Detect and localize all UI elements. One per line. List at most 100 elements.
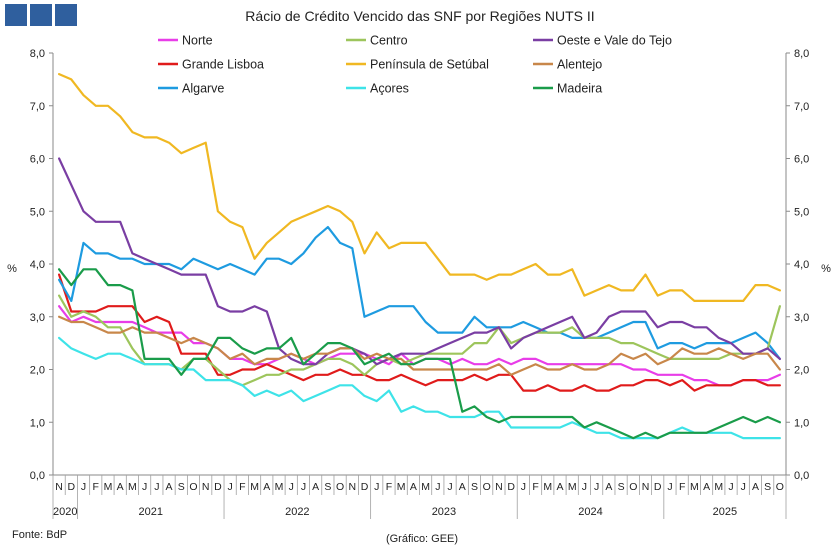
y-tick-label-right: 7,0 [794, 101, 809, 113]
source-note: Fonte: BdP [12, 529, 67, 541]
legend-entry: Norte [182, 34, 213, 48]
x-month-label: J [594, 481, 599, 493]
x-month-label: D [68, 481, 76, 493]
x-month-label: M [543, 481, 552, 493]
x-month-label: M [714, 481, 723, 493]
x-month-label: M [397, 481, 406, 493]
x-month-label: O [776, 481, 784, 493]
x-month-label: N [202, 481, 210, 493]
x-month-label: N [642, 481, 650, 493]
x-month-label: M [690, 481, 699, 493]
x-month-label: A [117, 481, 124, 493]
x-year-label: 2024 [578, 506, 602, 518]
y-tick-label-left: 4,0 [30, 259, 45, 271]
x-month-label: J [521, 481, 526, 493]
x-month-label: F [532, 481, 538, 493]
x-month-label: J [728, 481, 733, 493]
x-month-label: N [349, 481, 357, 493]
x-month-label: S [764, 481, 771, 493]
legend-entry: Centro [370, 34, 408, 48]
legend-entry: Península de Setúbal [370, 58, 489, 72]
y-tick-label-right: 5,0 [794, 206, 809, 218]
series-line-madeira [57, 268, 782, 440]
x-month-label: M [128, 481, 137, 493]
series-line-algarve [57, 226, 782, 360]
x-year-label: 2020 [53, 506, 77, 518]
x-month-label: J [435, 481, 440, 493]
logo-square-1 [5, 4, 27, 26]
y-tick-label-right: 2,0 [794, 365, 809, 377]
x-month-label: M [104, 481, 113, 493]
series-line-centro [57, 294, 782, 387]
y-tick-label-right: 1,0 [794, 417, 809, 429]
x-month-label: S [324, 481, 331, 493]
x-month-label: A [263, 481, 270, 493]
x-month-label: M [568, 481, 577, 493]
y-tick-label-left: 1,0 [30, 417, 45, 429]
legend-entry: Alentejo [557, 58, 602, 72]
y-axis-label-left: % [7, 263, 17, 275]
logo-square-2 [30, 4, 52, 26]
x-month-label: F [239, 481, 245, 493]
x-month-label: D [654, 481, 662, 493]
y-axis-label-right: % [821, 263, 831, 275]
series-line-grande-lisboa [57, 273, 782, 392]
x-month-label: A [752, 481, 759, 493]
x-month-label: F [679, 481, 685, 493]
x-month-label: J [582, 481, 587, 493]
axes: 0,0 0,0 1,0 1,0 2,0 2,0 3,0 3,0 4,0 4,0 5,0 5,0 6,0 6… [30, 48, 809, 519]
y-tick-label-right: 3,0 [794, 312, 809, 324]
x-month-label: F [93, 481, 99, 493]
x-month-label: O [629, 481, 637, 493]
x-month-label: J [228, 481, 233, 493]
x-month-label: F [386, 481, 392, 493]
x-month-label: A [166, 481, 173, 493]
series-line-peninsula-de-setubal [57, 72, 782, 302]
x-month-label: M [250, 481, 259, 493]
x-month-label: D [507, 481, 515, 493]
x-month-label: A [556, 481, 563, 493]
x-year-label: 2022 [285, 506, 309, 518]
y-tick-label-left: 0,0 [30, 470, 45, 482]
x-month-label: O [189, 481, 197, 493]
x-month-label: A [703, 481, 710, 493]
legend-entry: Açores [370, 82, 409, 96]
legend-entry: Madeira [557, 82, 602, 96]
x-month-label: O [336, 481, 344, 493]
series-line-oeste-e-vale-do-tejo [57, 157, 782, 366]
series-line-alentejo [57, 315, 782, 376]
x-month-label: A [605, 481, 612, 493]
x-month-label: J [289, 481, 294, 493]
series-lines [57, 72, 782, 440]
chart-title: Rácio de Crédito Vencido das SNF por Reg… [245, 8, 594, 24]
y-tick-label-right: 8,0 [794, 48, 809, 60]
logo-square-3 [55, 4, 77, 26]
x-month-label: S [178, 481, 185, 493]
y-tick-label-left: 7,0 [30, 101, 45, 113]
x-month-label: S [471, 481, 478, 493]
x-month-label: J [374, 481, 379, 493]
legend-entry: Oeste e Vale do Tejo [557, 34, 672, 48]
x-month-label: A [410, 481, 417, 493]
y-tick-label-left: 3,0 [30, 312, 45, 324]
x-month-label: M [421, 481, 430, 493]
x-month-label: D [361, 481, 369, 493]
series-line-norte [57, 305, 782, 387]
y-tick-label-right: 6,0 [794, 154, 809, 166]
y-tick-label-left: 5,0 [30, 206, 45, 218]
x-month-label: J [154, 481, 159, 493]
y-tick-label-left: 2,0 [30, 365, 45, 377]
x-month-label: A [312, 481, 319, 493]
chart-credit: (Gráfico: GEE) [386, 533, 458, 545]
legend-entry: Algarve [182, 82, 224, 96]
y-tick-label-right: 0,0 [794, 470, 809, 482]
x-month-label: N [55, 481, 63, 493]
x-month-label: J [741, 481, 746, 493]
y-tick-label-left: 6,0 [30, 154, 45, 166]
legend: Norte Grande Lisboa Algarve Centro Península… [158, 34, 672, 96]
x-month-label: J [142, 481, 147, 493]
x-year-label: 2021 [138, 506, 162, 518]
x-month-label: A [459, 481, 466, 493]
